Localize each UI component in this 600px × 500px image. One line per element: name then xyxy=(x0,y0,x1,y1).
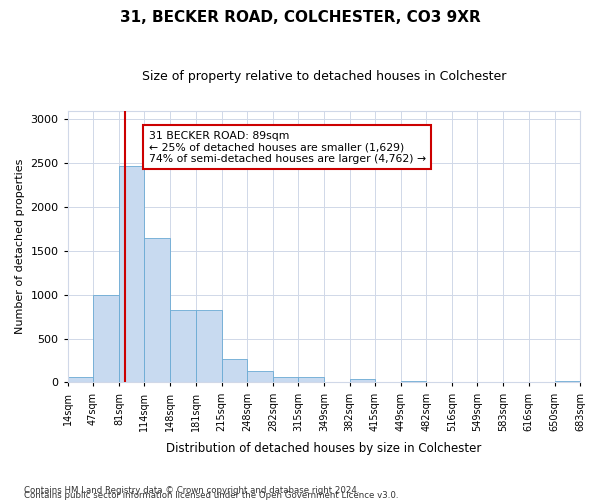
Text: 31, BECKER ROAD, COLCHESTER, CO3 9XR: 31, BECKER ROAD, COLCHESTER, CO3 9XR xyxy=(119,10,481,25)
Bar xyxy=(555,380,580,382)
Bar xyxy=(68,377,93,382)
X-axis label: Distribution of detached houses by size in Colchester: Distribution of detached houses by size … xyxy=(166,442,482,455)
Text: 31 BECKER ROAD: 89sqm
← 25% of detached houses are smaller (1,629)
74% of semi-d: 31 BECKER ROAD: 89sqm ← 25% of detached … xyxy=(149,130,426,164)
Bar xyxy=(119,166,144,382)
Y-axis label: Number of detached properties: Number of detached properties xyxy=(15,159,25,334)
Text: Contains HM Land Registry data © Crown copyright and database right 2024.: Contains HM Land Registry data © Crown c… xyxy=(24,486,359,495)
Bar xyxy=(350,380,375,382)
Bar xyxy=(196,310,221,382)
Bar xyxy=(144,238,170,382)
Bar xyxy=(93,295,119,382)
Bar xyxy=(298,377,324,382)
Title: Size of property relative to detached houses in Colchester: Size of property relative to detached ho… xyxy=(142,70,506,83)
Text: Contains public sector information licensed under the Open Government Licence v3: Contains public sector information licen… xyxy=(24,490,398,500)
Bar xyxy=(170,310,196,382)
Bar xyxy=(221,359,247,382)
Bar xyxy=(401,380,426,382)
Bar xyxy=(247,371,273,382)
Bar xyxy=(273,377,298,382)
